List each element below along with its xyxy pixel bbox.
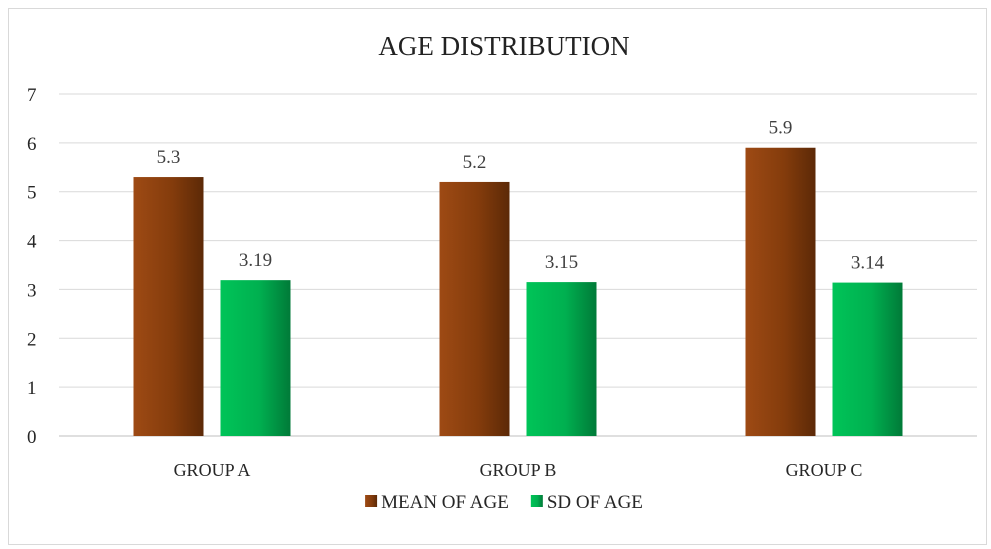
data-label: 5.2 [463,152,487,173]
y-tick-label: 3 [27,280,37,301]
data-label: 3.15 [545,252,578,273]
y-tick-label: 0 [27,427,37,448]
y-axis-ticks: 0 1 2 3 4 5 6 7 [27,85,37,448]
bar-mean-2 [439,181,510,436]
chart-title: AGE DISTRIBUTION [378,31,629,61]
chart-svg: AGE DISTRIBUTION 0 1 2 3 4 5 6 7 5.3 3.19 5.2 3.15… [27,31,977,513]
y-tick-label: 5 [27,183,37,204]
bars [133,147,903,437]
y-tick-label: 1 [27,378,37,399]
x-tick-label: GROUP B [480,460,557,480]
legend-label: SD OF AGE [547,492,643,513]
chart-frame: AGE DISTRIBUTION 0 1 2 3 4 5 6 7 5.3 3.19 5.2 3.15… [8,8,987,545]
data-label: 3.14 [851,253,885,274]
gridlines [59,93,977,437]
data-label: 5.3 [157,147,181,168]
bar-sd-2 [526,282,597,436]
bar-sd-1 [220,280,291,436]
y-tick-label: 6 [27,134,37,155]
legend-swatch [365,495,378,507]
bar-mean-3 [745,147,816,436]
y-tick-label: 2 [27,329,37,350]
bar-mean-1 [133,177,204,437]
x-tick-label: GROUP C [786,460,863,480]
legend: MEAN OF AGE SD OF AGE [365,492,643,513]
bar-sd-3 [832,282,903,436]
x-tick-label: GROUP A [174,460,251,480]
data-labels: 5.3 3.19 5.2 3.15 5.9 3.14 [157,118,885,274]
data-label: 5.9 [769,118,793,139]
legend-swatch [530,495,543,507]
y-tick-label: 7 [27,85,37,106]
x-axis-ticks: GROUP A GROUP B GROUP C [174,460,863,480]
y-tick-label: 4 [27,232,37,253]
legend-label: MEAN OF AGE [381,492,509,513]
data-label: 3.19 [239,250,272,271]
